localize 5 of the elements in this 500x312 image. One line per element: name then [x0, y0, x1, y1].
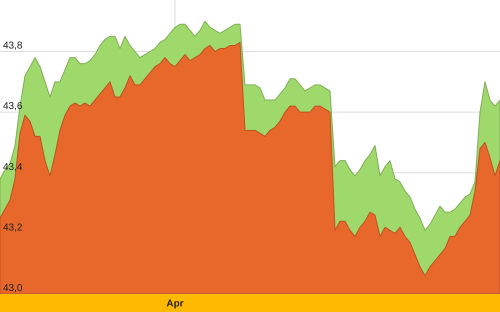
- y-tick-label: 43,0: [3, 283, 23, 294]
- y-tick-label: 43,2: [3, 222, 23, 234]
- y-tick-label: 43,4: [3, 162, 23, 173]
- x-tick-label: Apr: [166, 298, 184, 310]
- y-tick-label: 43,8: [3, 40, 23, 52]
